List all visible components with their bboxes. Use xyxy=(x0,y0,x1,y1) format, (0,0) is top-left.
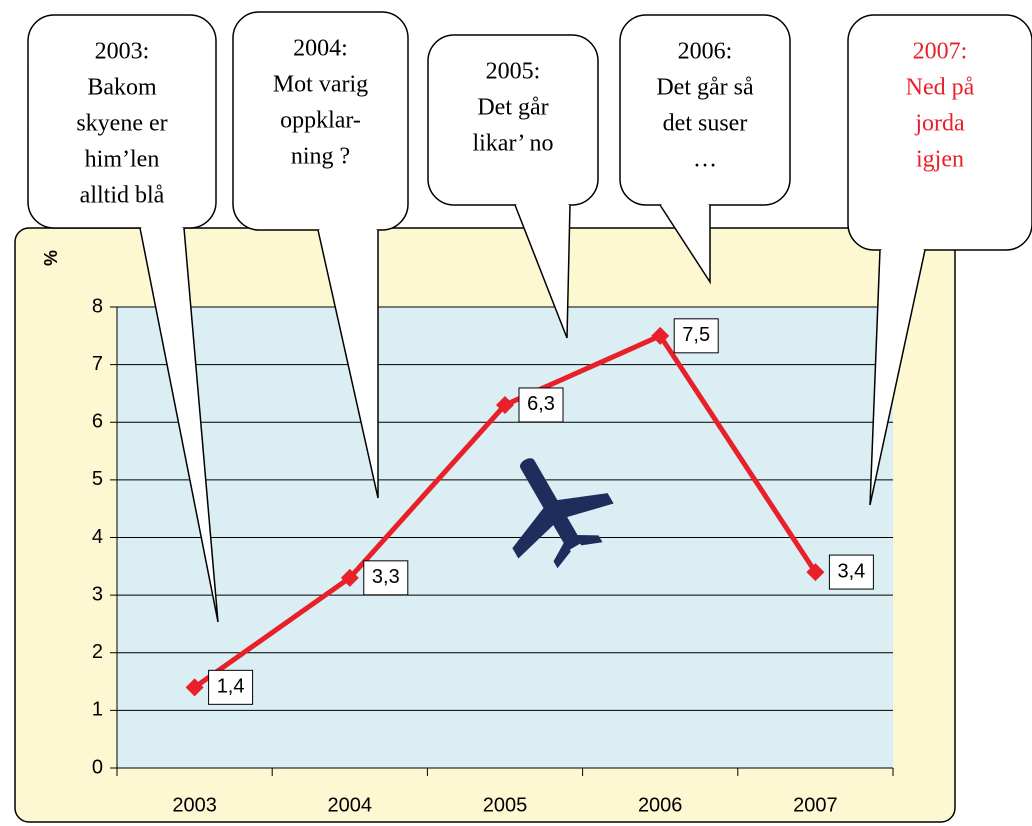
data-label-box xyxy=(208,669,254,705)
marker xyxy=(185,678,204,697)
callout-text: … xyxy=(693,147,717,173)
data-label: 3,4 xyxy=(837,560,865,582)
marker xyxy=(340,568,359,587)
callout-text: ning ? xyxy=(291,144,350,170)
data-label: 7,5 xyxy=(682,324,710,346)
x-tick-label: 2004 xyxy=(328,794,373,816)
callout-text: Mot varig xyxy=(273,72,368,98)
y-tick-label: 1 xyxy=(92,699,103,721)
callout-text: him’len xyxy=(85,147,160,173)
callout-text: 2003: xyxy=(95,39,150,65)
callout-text: Ned på xyxy=(906,75,975,101)
callout-box xyxy=(847,14,1032,251)
data-label: 6,3 xyxy=(527,393,555,415)
x-tick-label: 2003 xyxy=(172,794,217,816)
callout-tail xyxy=(869,249,926,506)
y-tick-label: 7 xyxy=(92,353,103,375)
callout-text: det suser xyxy=(663,111,748,137)
callout-text: 2004: xyxy=(293,36,348,62)
data-label-box xyxy=(518,387,564,423)
x-tick-label: 2006 xyxy=(638,794,683,816)
y-tick-label: 2 xyxy=(92,641,103,663)
y-tick-label: 0 xyxy=(92,756,103,778)
y-tick-label: 8 xyxy=(92,295,103,317)
data-label-box xyxy=(363,560,409,596)
y-axis-label: % xyxy=(41,250,61,266)
data-label: 3,3 xyxy=(372,566,400,588)
x-tick-label: 2005 xyxy=(483,794,528,816)
callout-text: alltid blå xyxy=(80,183,165,209)
callout-box xyxy=(27,14,217,229)
x-tick-label: 2007 xyxy=(793,794,838,816)
data-label: 1,4 xyxy=(217,676,245,698)
callout-tail xyxy=(514,204,571,339)
callout-text: skyene er xyxy=(76,111,167,137)
marker xyxy=(806,563,825,582)
callout-tail xyxy=(317,229,379,499)
marker xyxy=(496,395,514,414)
data-label-box xyxy=(673,318,719,354)
callout-text: 2007: xyxy=(913,39,968,65)
marker xyxy=(651,326,670,345)
callout-text: Det går så xyxy=(656,75,754,101)
callout-text: Det går xyxy=(477,95,548,121)
airplane-icon xyxy=(512,458,614,569)
callout-box xyxy=(427,34,599,206)
callout-text: igjen xyxy=(916,147,964,173)
callout-text: Bakom xyxy=(87,75,157,101)
callout-text: 2005: xyxy=(486,59,541,85)
y-tick-label: 4 xyxy=(92,526,103,548)
y-tick-label: 6 xyxy=(92,411,103,433)
callout-tail xyxy=(139,227,219,623)
data-label-box xyxy=(828,554,874,590)
y-tick-label: 5 xyxy=(92,468,103,490)
y-tick-label: 3 xyxy=(92,583,103,605)
callout-tail xyxy=(659,204,711,285)
callout-text: 2006: xyxy=(678,39,733,65)
callout-text: likar’ no xyxy=(472,131,553,157)
callout-text: jorda xyxy=(914,111,965,137)
callout-text: oppklar- xyxy=(280,108,361,134)
